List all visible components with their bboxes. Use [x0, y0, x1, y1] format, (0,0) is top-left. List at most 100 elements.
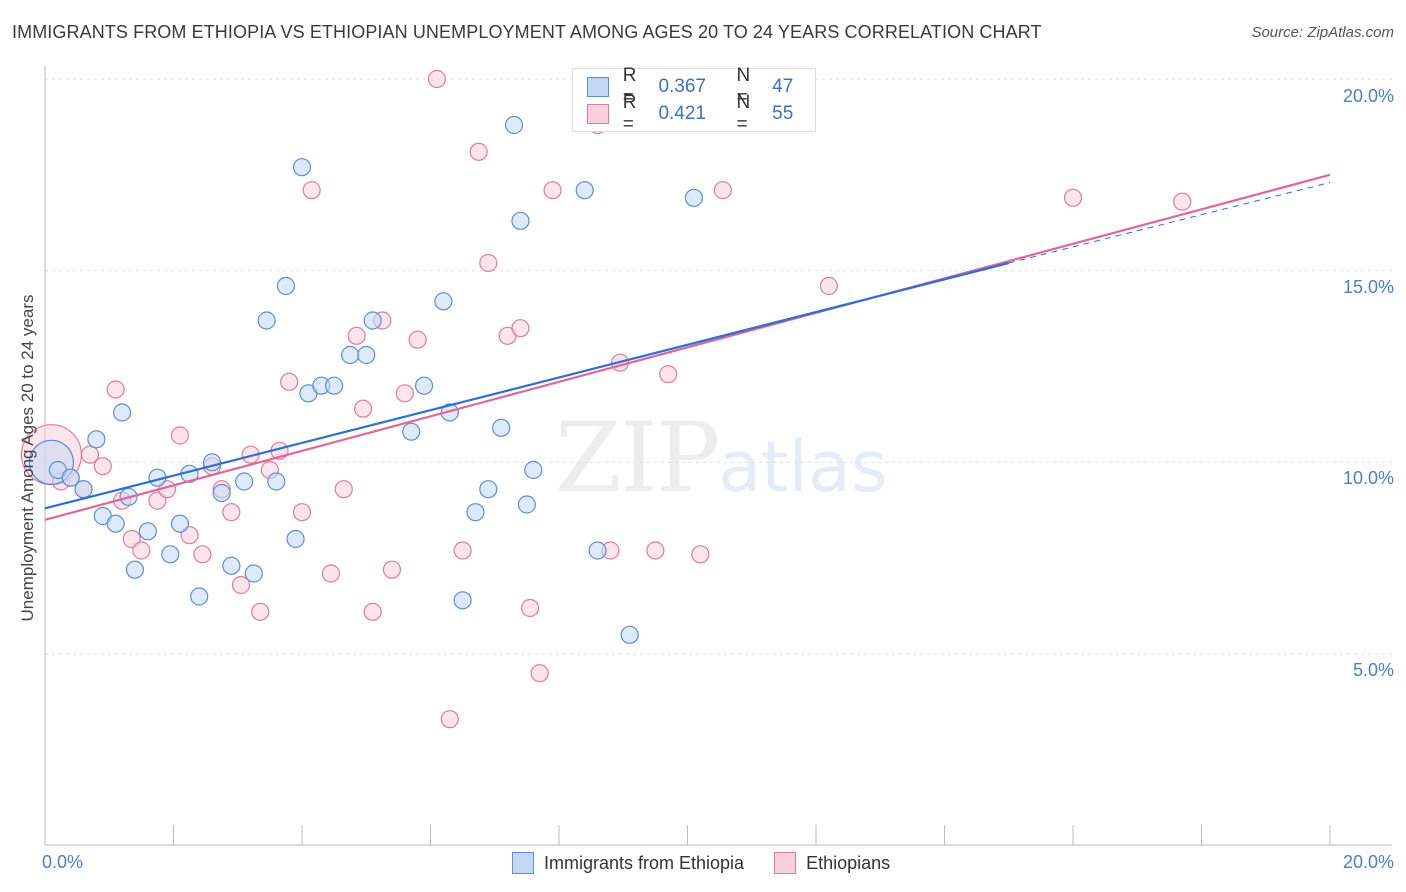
point-ethiopians: [292, 503, 312, 522]
point-ethiopians: [713, 181, 732, 200]
point-immigrants: [74, 480, 93, 499]
point-ethiopians: [395, 384, 414, 403]
series-ethiopians: [20, 69, 1192, 729]
point-ethiopians: [334, 480, 353, 499]
correlation-legend: R = 0.367 N = 47 R = 0.421 N = 55: [572, 65, 816, 135]
point-ethiopians: [302, 181, 321, 200]
y-axis-label: Unemployment Among Ages 20 to 24 years: [18, 294, 37, 622]
legend-r-label: R =: [622, 65, 637, 108]
point-immigrants: [212, 483, 231, 503]
point-ethiopians: [193, 545, 212, 564]
point-ethiopians: [520, 598, 540, 618]
point-immigrants: [257, 311, 276, 330]
point-immigrants: [357, 345, 376, 365]
point-immigrants: [87, 430, 106, 449]
point-ethiopians: [251, 602, 270, 621]
point-immigrants: [267, 472, 286, 491]
legend-r-value: 0.421: [658, 103, 706, 124]
point-immigrants: [588, 541, 607, 560]
point-ethiopians: [440, 710, 459, 729]
watermark-atlas: atlas: [718, 426, 888, 508]
trend-line-immigrants-extension: [1008, 182, 1331, 264]
point-immigrants: [511, 211, 530, 230]
point-ethiopians: [106, 380, 125, 399]
point-immigrants: [138, 522, 157, 541]
point-ethiopians: [659, 365, 678, 384]
y-tick-label-20: 20.0%: [1342, 86, 1394, 106]
point-ethiopians: [382, 560, 402, 579]
point-immigrants: [235, 472, 254, 491]
point-immigrants: [479, 480, 498, 499]
point-ethiopians: [353, 399, 373, 418]
legend-item-immigrants[interactable]: Immigrants from Ethiopia: [512, 852, 744, 874]
legend-swatch-blue: [587, 77, 609, 97]
watermark-zip: ZIP: [555, 402, 720, 514]
point-immigrants: [575, 181, 594, 200]
point-ethiopians: [646, 541, 665, 560]
point-ethiopians: [1063, 188, 1083, 207]
point-immigrants: [341, 345, 360, 365]
point-ethiopians: [1173, 192, 1192, 211]
point-ethiopians: [819, 276, 838, 296]
y-tick-label-15: 15.0%: [1342, 277, 1394, 297]
watermark: ZIPatlas: [555, 402, 887, 514]
legend-r-label: R =: [622, 92, 637, 135]
point-immigrants: [453, 591, 472, 610]
legend-item-ethiopians[interactable]: Ethiopians: [774, 852, 890, 874]
point-ethiopians: [347, 326, 366, 345]
point-immigrants: [125, 560, 145, 579]
legend-n-label: N =: [736, 92, 751, 135]
point-immigrants: [61, 468, 80, 487]
point-immigrants: [190, 587, 209, 606]
point-immigrants: [414, 376, 434, 395]
point-ethiopians: [222, 503, 241, 522]
point-immigrants: [244, 564, 263, 583]
point-ethiopians: [170, 426, 190, 445]
y-tick-label-5: 5.0%: [1352, 660, 1394, 680]
legend-r-value: 0.367: [658, 76, 706, 97]
point-ethiopians: [132, 541, 151, 560]
point-immigrants: [492, 418, 511, 437]
point-immigrants: [276, 276, 296, 296]
chart-title: IMMIGRANTS FROM ETHIOPIA VS ETHIOPIAN UN…: [12, 22, 1042, 42]
point-immigrants: [325, 376, 344, 395]
point-ethiopians: [408, 330, 427, 349]
point-ethiopians: [543, 181, 562, 200]
legend-n-value: 47: [772, 76, 794, 97]
point-ethiopians: [280, 372, 299, 391]
point-ethiopians: [691, 545, 710, 564]
legend-swatch-pink: [774, 852, 797, 874]
point-immigrants: [684, 188, 704, 207]
point-immigrants: [402, 422, 421, 441]
legend-row-pink: R = 0.421 N = 55: [587, 92, 815, 135]
legend-swatch-blue: [512, 852, 534, 874]
x-tick-label-min: 0.0%: [42, 852, 84, 872]
point-ethiopians: [530, 664, 549, 683]
point-ethiopians: [453, 541, 472, 560]
point-immigrants: [161, 545, 180, 564]
legend-label: Immigrants from Ethiopia: [544, 852, 745, 873]
trend-line-immigrants: [44, 261, 1010, 510]
legend-swatch-pink: [587, 104, 609, 124]
trend-line-ethiopians: [44, 173, 1331, 521]
point-immigrants: [222, 556, 241, 575]
series-legend: Immigrants from Ethiopia Ethiopians: [512, 852, 920, 874]
point-ethiopians: [427, 69, 447, 89]
legend-n-value: 55: [772, 103, 794, 124]
y-tick-label-10: 10.0%: [1342, 468, 1394, 488]
point-immigrants: [112, 403, 132, 422]
source-label: Source: ZipAtlas.com: [1251, 24, 1394, 41]
trend-lines: [44, 173, 1331, 521]
point-ethiopians: [469, 142, 488, 161]
point-ethiopians: [321, 564, 341, 583]
point-ethiopians: [511, 319, 530, 338]
series-immigrants-from-ethiopia: [28, 115, 704, 644]
point-ethiopians: [80, 445, 100, 464]
x-tick-label-max: 20.0%: [1342, 852, 1394, 872]
point-immigrants: [434, 292, 453, 311]
legend-n-label: N =: [736, 65, 751, 108]
point-immigrants: [466, 503, 485, 522]
point-immigrants: [363, 311, 382, 330]
point-ethiopians: [363, 602, 382, 621]
